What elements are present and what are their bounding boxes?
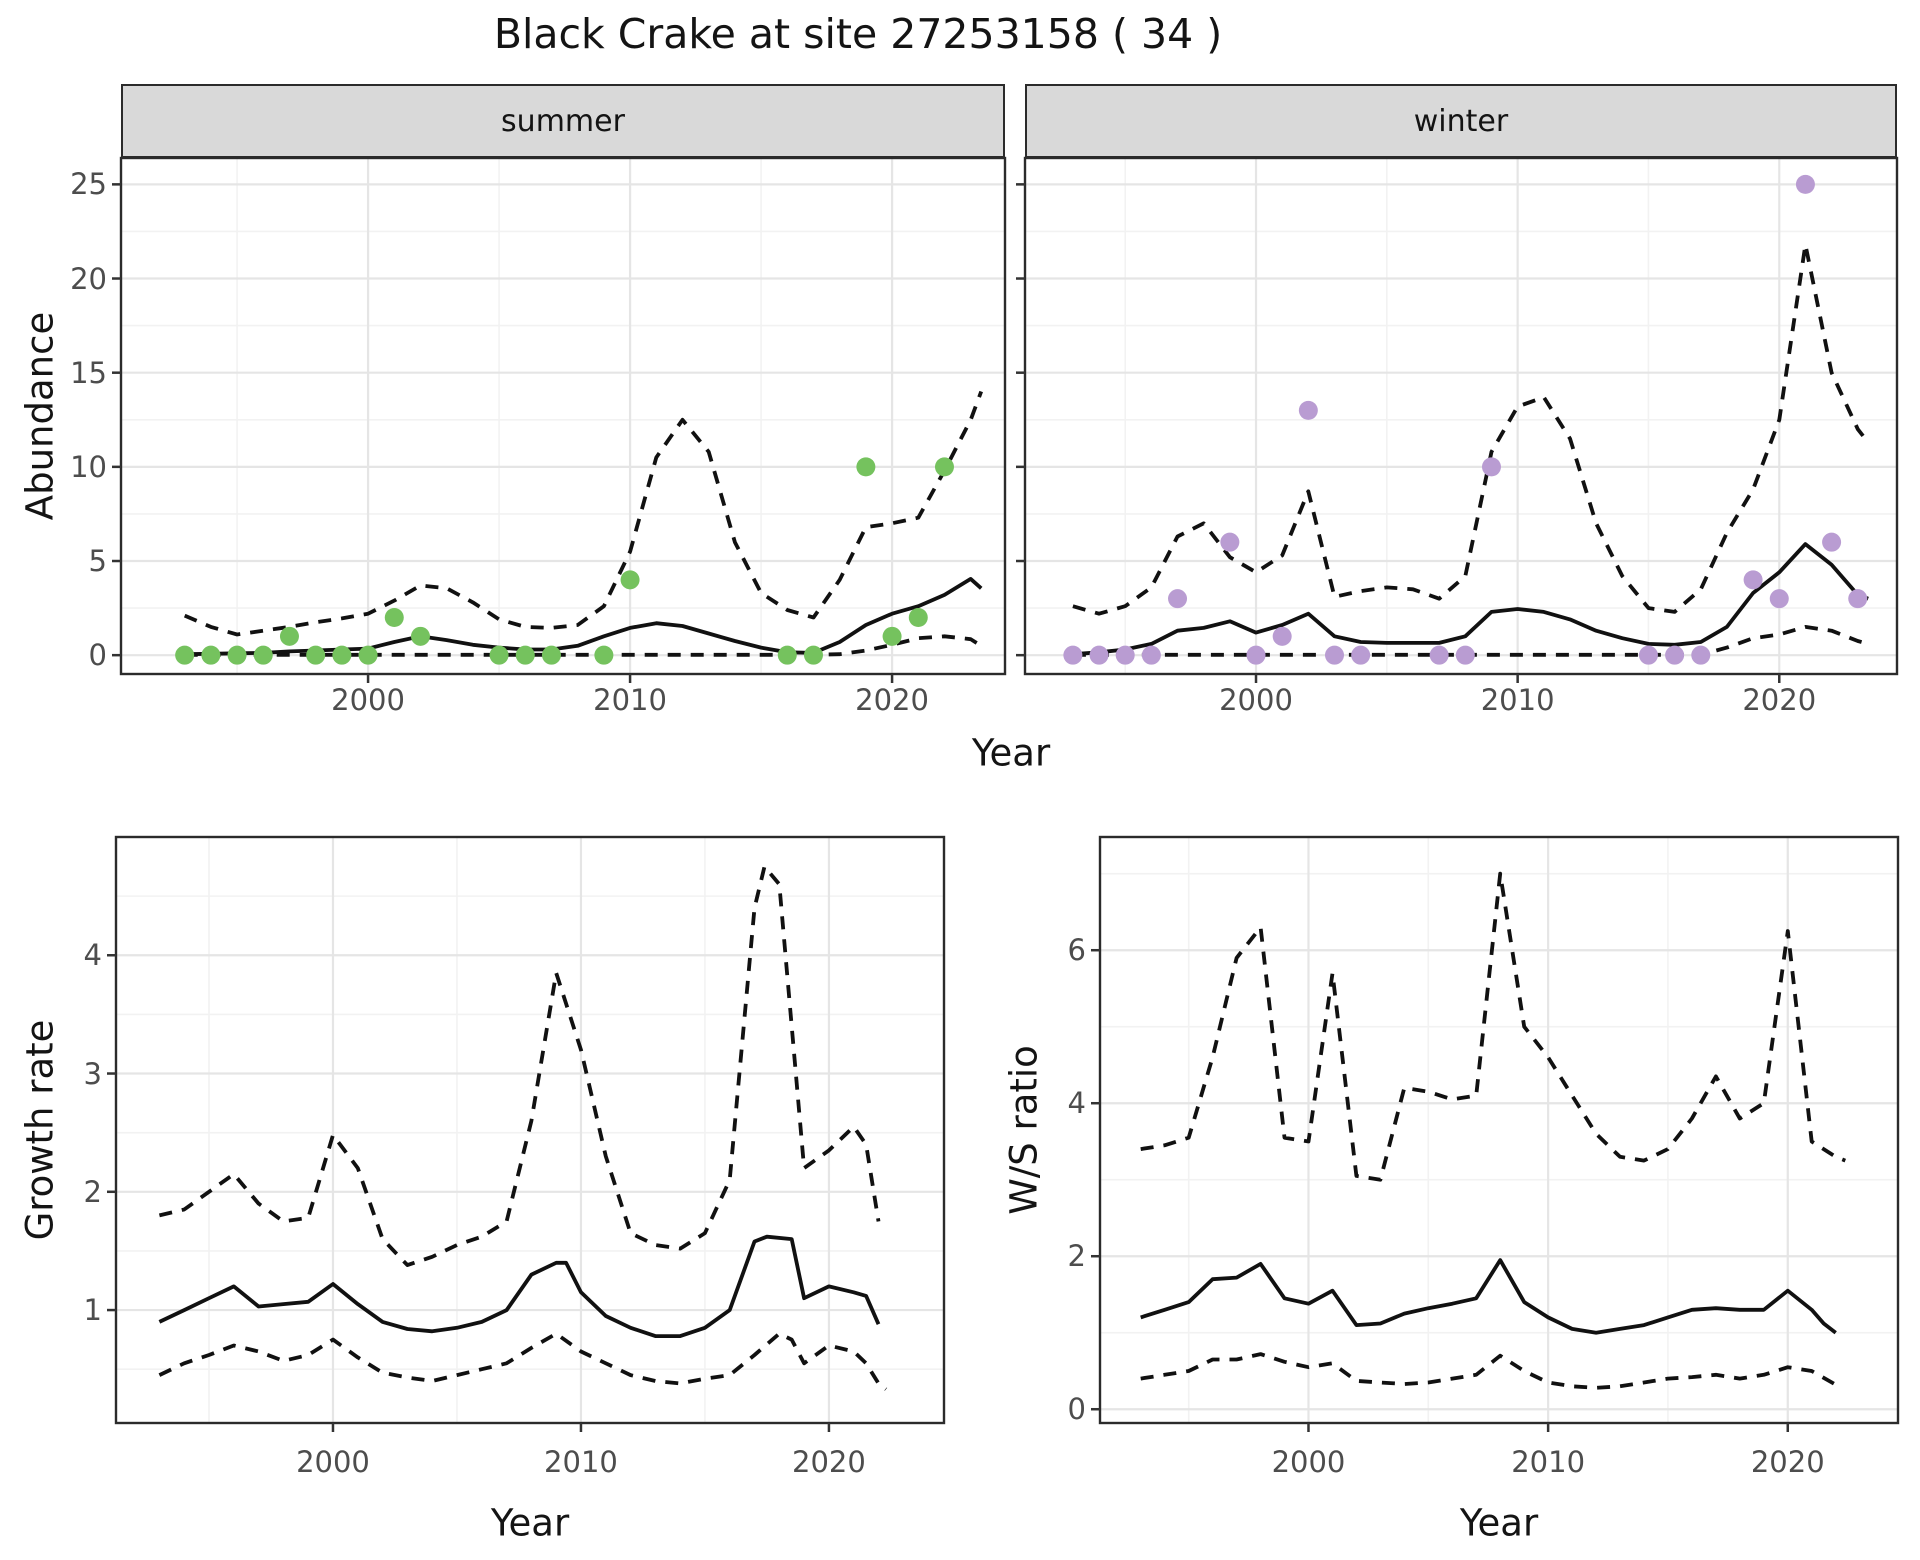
data-point-abundance_summer [803,645,823,665]
x-tick-label: 2020 [1750,1445,1825,1479]
data-point-abundance_winter [1665,645,1685,665]
data-point-abundance_summer [279,626,299,646]
series-upper_ci-abundance_winter [1072,242,1870,616]
page-title: Black Crake at site 27253158 ( 34 ) [493,10,1223,58]
x-tick-label: 2000 [331,683,405,717]
x-tick-label: 2010 [544,1445,618,1479]
data-point-abundance_summer [856,457,876,477]
y-tick-label: 2 [1067,1239,1086,1274]
data-point-abundance_winter [1220,532,1240,552]
data-point-abundance_summer [358,645,378,665]
data-point-abundance_summer [489,645,509,665]
data-point-abundance_winter [1638,645,1658,665]
x-tick-label: 2000 [296,1445,370,1479]
data-point-abundance_summer [541,645,561,665]
y-tick-label: 25 [70,167,107,202]
series-median-ws_ratio [1140,1258,1837,1335]
y-tick-label: 4 [83,938,102,973]
data-point-abundance_winter [1168,589,1188,609]
data-point-abundance_winter [1246,645,1266,665]
panel-border-abundance_winter [1023,156,1899,676]
facet-label-summer: summer [501,103,625,139]
data-point-abundance_winter [1272,626,1292,646]
panel-background-abundance_summer [121,158,1005,674]
data-point-abundance_summer [332,645,352,665]
facet-label-winter: winter [1413,103,1509,139]
data-point-abundance_summer [253,645,273,665]
data-point-abundance_winter [1481,457,1501,477]
panel-border-ws_ratio [1098,835,1900,1425]
data-point-abundance_winter [1141,645,1161,665]
data-point-abundance_summer [384,608,404,628]
data-point-abundance_summer [882,626,902,646]
x-axis-title-year-ws: Year [1459,1501,1539,1545]
y-tick-label: 6 [1067,933,1086,968]
x-tick-label: 2020 [1742,683,1817,717]
data-point-abundance_summer [306,645,326,665]
data-point-abundance_winter [1848,589,1868,609]
y-axis-title-ws-ratio: W/S ratio [1002,1045,1046,1215]
series-median-abundance_winter [1072,542,1869,657]
panel-background-ws_ratio [1100,837,1898,1423]
data-point-abundance_winter [1089,645,1109,665]
series-upper_ci-growth_rate [158,864,881,1267]
y-axis-title-abundance: Abundance [18,311,62,521]
data-point-abundance_summer [175,645,195,665]
series-lower_ci-abundance_winter [1072,625,1869,657]
y-tick-label: 3 [83,1056,102,1091]
data-point-abundance_winter [1455,645,1475,665]
facet-strip-winter: winter [1025,84,1897,158]
y-tick-label: 4 [1067,1086,1086,1121]
y-tick-label: 15 [70,355,107,390]
x-axis-title-year-growth: Year [490,1501,570,1545]
y-tick-label: 0 [88,638,107,673]
series-lower_ci-growth_rate [158,1331,888,1391]
x-tick-label: 2010 [1511,1445,1586,1479]
panel-background-abundance_winter [1025,158,1897,674]
data-point-abundance_winter [1298,400,1318,420]
y-tick-label: 2 [83,1174,102,1209]
data-point-abundance_winter [1351,645,1371,665]
y-tick-label: 10 [70,449,107,484]
x-axis-title-year-top: Year [971,731,1051,775]
panel-border-growth_rate [114,835,946,1425]
data-point-abundance_summer [201,645,221,665]
x-tick-label: 2020 [855,683,929,717]
data-point-abundance_summer [594,645,614,665]
data-point-abundance_summer [227,645,247,665]
series-upper_ci-abundance_summer [183,390,983,637]
data-point-abundance_summer [620,570,640,590]
x-tick-label: 2020 [792,1445,866,1479]
x-tick-label: 2000 [1219,683,1293,717]
data-point-abundance_winter [1769,589,1789,609]
y-tick-label: 0 [1067,1392,1086,1427]
data-point-abundance_summer [515,645,535,665]
y-tick-label: 1 [83,1293,102,1328]
data-point-abundance_winter [1822,532,1842,552]
panel-border-abundance_summer [119,156,1007,676]
data-point-abundance_summer [777,645,797,665]
data-point-abundance_winter [1691,645,1711,665]
series-lower_ci-ws_ratio [1140,1352,1837,1390]
data-point-abundance_summer [410,626,430,646]
series-upper_ci-ws_ratio [1140,871,1846,1182]
y-tick-label: 20 [70,261,107,296]
data-point-abundance_winter [1429,645,1449,665]
data-point-abundance_winter [1063,645,1083,665]
x-tick-label: 2000 [1271,1445,1346,1479]
x-tick-label: 2010 [1480,683,1555,717]
series-median-growth_rate [158,1234,881,1338]
data-point-abundance_winter [1325,645,1345,665]
data-point-abundance_winter [1743,570,1763,590]
y-tick-label: 5 [88,544,107,578]
data-point-abundance_winter [1795,174,1815,194]
data-point-abundance_summer [934,457,954,477]
facet-strip-summer: summer [121,84,1005,158]
x-tick-label: 2010 [593,683,667,717]
data-point-abundance_winter [1115,645,1135,665]
data-point-abundance_summer [908,608,928,628]
